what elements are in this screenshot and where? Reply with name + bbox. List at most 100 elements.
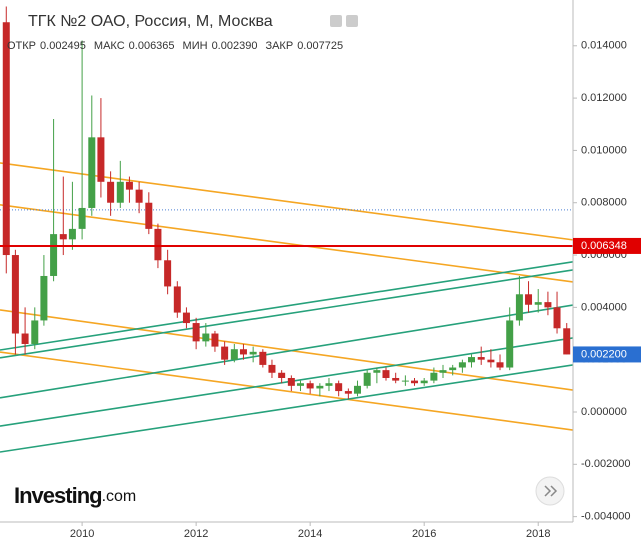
candle-body [192, 323, 200, 342]
logo-suffix: .com [102, 488, 137, 505]
candle-body [487, 359, 495, 363]
candle-body [458, 362, 466, 368]
legend-value: 0.002495 [40, 40, 86, 52]
y-tick-label: 0.014000 [581, 40, 627, 52]
settings-icon[interactable] [346, 15, 358, 27]
candle-body [31, 320, 39, 344]
x-tick-label: 2018 [526, 528, 550, 540]
candle-body [515, 294, 523, 321]
candle-body [392, 377, 400, 381]
header: ТГК №2 ОАО, Россия, М, Москва ОТКР 0.0024… [7, 13, 358, 52]
logo: Investing.com [14, 483, 136, 508]
legend-value: 0.002390 [212, 40, 258, 52]
candle-body [553, 307, 561, 329]
legend-value: 0.007725 [297, 40, 343, 52]
candle-body [430, 372, 438, 381]
candle-body [107, 181, 115, 203]
candle-body [382, 370, 390, 378]
candle-body [477, 357, 485, 360]
candle-body [439, 370, 447, 373]
logo-main: Investing [14, 483, 102, 508]
candle-body [373, 370, 381, 373]
trend-line [0, 269, 573, 359]
candle-body [506, 320, 514, 368]
candle-body [2, 22, 10, 256]
x-tick-label: 2012 [184, 528, 208, 540]
candle-body [534, 302, 542, 305]
x-tick-label: 2016 [412, 528, 436, 540]
eye-icon[interactable] [330, 15, 342, 27]
candle-body [525, 294, 533, 305]
axes: -0.004000-0.0020000.0000000.0020000.0040… [70, 40, 641, 540]
x-tick-label: 2010 [70, 528, 94, 540]
candle-body [125, 181, 133, 190]
y-tick-label: 0.012000 [581, 92, 627, 104]
y-tick-label: 0.008000 [581, 197, 627, 209]
candle-body [316, 385, 324, 389]
candle-body [296, 383, 304, 386]
candle-body [268, 364, 276, 373]
candle-body [401, 380, 409, 382]
candle-body [202, 333, 210, 342]
y-tick-label: 0.000000 [581, 406, 627, 418]
candle-body [239, 349, 247, 355]
candle-body [59, 234, 67, 240]
candle-body [116, 181, 124, 203]
candle-body [278, 372, 286, 378]
candle-body [410, 380, 418, 384]
candle-body [68, 228, 76, 240]
trend-line [0, 162, 573, 241]
x-tick-label: 2014 [298, 528, 322, 540]
candle-body [211, 333, 219, 347]
candle-body [259, 351, 267, 365]
y-tick-label: 0.004000 [581, 301, 627, 313]
y-tick-label: 0.010000 [581, 144, 627, 156]
candle-body [496, 362, 504, 368]
candle-body [11, 255, 19, 334]
candle-body [182, 312, 190, 324]
trend-line [0, 261, 573, 351]
trend-line [0, 304, 573, 399]
candle-body [40, 275, 48, 321]
legend-label: МАКС [94, 40, 125, 52]
scroll-icon [544, 485, 558, 497]
candle-body [325, 383, 333, 386]
candle-body [420, 380, 428, 384]
candle-body [363, 372, 371, 386]
candle-body [287, 377, 295, 386]
chart-title: ТГК №2 ОАО, Россия, М, Москва [28, 13, 273, 30]
candle-body [97, 137, 105, 182]
legend-label: ЗАКР [265, 40, 293, 52]
y-tick-label: -0.004000 [581, 511, 631, 523]
candle-body [88, 137, 96, 208]
candle-body [544, 302, 552, 308]
legend-label: ОТКР [7, 40, 36, 52]
candle-body [249, 351, 257, 355]
trend-line [0, 364, 573, 453]
ohlc-legend: ОТКР 0.002495 МАКС 0.006365 МИН 0.002390 ЗАКР 0… [7, 40, 343, 52]
plot-area [0, 6, 573, 453]
trend-line [0, 337, 573, 427]
candle-body [468, 357, 476, 363]
candle-body [563, 328, 571, 355]
candle-body [78, 207, 86, 229]
candle-body [221, 346, 229, 360]
trend-line [0, 309, 573, 391]
candle-body [21, 333, 29, 344]
candle-body [173, 286, 181, 313]
candle-body [335, 383, 343, 392]
candle-body [135, 189, 143, 203]
candle-body [154, 228, 162, 261]
candle-body [449, 367, 457, 371]
candle-body [145, 202, 153, 229]
candle-body [230, 349, 238, 360]
legend-label: МИН [183, 40, 208, 52]
price-label: 0.002200 [581, 348, 627, 360]
legend-value: 0.006365 [129, 40, 175, 52]
price-label-box [573, 237, 641, 254]
candle-body [344, 391, 352, 394]
price-label: 0.006348 [581, 240, 627, 252]
candle-body [353, 385, 361, 394]
